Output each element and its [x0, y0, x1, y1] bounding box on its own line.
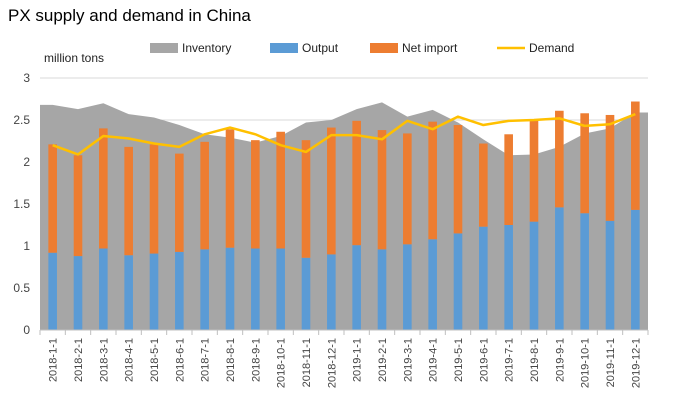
x-tick-label: 2018-8-1	[225, 338, 237, 382]
x-tick-label: 2018-12-1	[326, 338, 338, 388]
net-import-bar	[99, 128, 108, 249]
x-tick-label: 2018-6-1	[174, 338, 186, 382]
demand-line	[52, 112, 636, 156]
x-tick-label: 2019-4-1	[428, 338, 440, 382]
inventory-legend-label: Inventory	[182, 41, 231, 55]
x-tick-label: 2018-7-1	[200, 338, 212, 382]
x-tick-label: 2019-1-1	[352, 338, 364, 382]
net-import-bar	[251, 140, 260, 249]
net-import-bar	[175, 153, 184, 252]
output-bar	[200, 249, 209, 330]
output-legend-label: Output	[302, 41, 339, 55]
output-bar	[428, 239, 437, 330]
x-tick-label: 2018-5-1	[149, 338, 161, 382]
output-bar	[301, 257, 311, 330]
x-tick-label: 2018-3-1	[98, 338, 110, 382]
net-import-bar	[327, 127, 336, 255]
x-tick-label: 2018-4-1	[124, 338, 136, 382]
output-bar	[352, 245, 361, 330]
net-import-bar	[352, 120, 361, 246]
output-bar	[377, 249, 387, 330]
y-tick-label: 0	[23, 323, 30, 337]
output-bar	[276, 248, 285, 330]
x-tick-label: 2019-12-1	[630, 338, 642, 388]
legend: Inventory Output Net import Demand	[150, 41, 574, 55]
axis-layer: 0 0.5 1 1.5 2 2.5 3 2018-1-1 2018-2-1 2018-3-1 201…	[13, 71, 649, 388]
output-bar	[631, 209, 640, 330]
x-tick-label: 2018-10-1	[276, 338, 288, 388]
x-tick-label: 2019-2-1	[377, 338, 389, 382]
inventory-area-layer	[40, 102, 648, 330]
inventory-legend-swatch	[150, 43, 178, 53]
net-import-bar	[580, 113, 589, 214]
net-import-bar	[453, 125, 463, 234]
output-bar	[504, 225, 513, 330]
output-bar	[403, 244, 412, 330]
output-bar	[73, 256, 83, 330]
x-tick-label: 2019-9-1	[554, 338, 566, 382]
output-bar	[529, 221, 539, 330]
x-tick-label: 2018-2-1	[73, 338, 85, 382]
y-tick-label: 0.5	[13, 281, 30, 295]
net-import-legend-swatch	[370, 43, 398, 53]
net-import-bar	[48, 144, 57, 253]
net-import-bar	[149, 144, 159, 254]
output-bar	[99, 248, 108, 330]
net-import-bar	[555, 110, 564, 208]
output-bar	[605, 220, 615, 330]
y-axis-unit-label: million tons	[44, 51, 104, 65]
output-bar	[251, 248, 260, 330]
net-import-bar	[504, 134, 513, 225]
y-tick-label: 1	[23, 239, 30, 253]
x-tick-label: 2019-8-1	[529, 338, 541, 382]
x-tick-label: 2019-7-1	[504, 338, 516, 382]
output-bar	[149, 253, 159, 330]
net-import-bar	[276, 131, 285, 249]
inventory-area	[40, 102, 648, 330]
net-import-bar	[301, 140, 311, 258]
y-tick-label: 2	[23, 155, 30, 169]
demand-line-layer	[52, 112, 636, 156]
net-import-bar	[479, 143, 488, 227]
x-tick-label: 2019-3-1	[402, 338, 414, 382]
demand-legend-label: Demand	[529, 41, 574, 55]
net-import-bar	[631, 101, 640, 210]
net-import-bar	[428, 121, 437, 240]
net-import-bar	[225, 129, 235, 248]
output-bar	[124, 255, 133, 330]
net-import-bar	[403, 133, 412, 245]
net-import-bar	[73, 155, 83, 257]
net-import-bar	[200, 141, 209, 250]
x-tick-label: 2018-9-1	[250, 338, 262, 382]
output-bar	[225, 247, 235, 330]
x-tick-label: 2018-11-1	[301, 338, 313, 387]
y-tick-label: 1.5	[13, 197, 30, 211]
bar-layer	[48, 101, 640, 330]
output-bar	[555, 207, 564, 330]
output-bar	[48, 252, 57, 330]
output-bar	[453, 233, 463, 330]
x-tick-label: 2019-6-1	[478, 338, 490, 382]
y-tick-label: 3	[23, 71, 30, 85]
net-import-legend-label: Net import	[402, 41, 458, 55]
chart-title: PX supply and demand in China	[8, 6, 251, 25]
output-bar	[175, 251, 184, 330]
y-tick-label: 2.5	[13, 113, 30, 127]
output-bar	[479, 226, 488, 330]
net-import-bar	[124, 146, 133, 256]
output-bar	[580, 213, 589, 330]
x-tick-label: 2018-1-1	[48, 338, 60, 382]
net-import-bar	[377, 130, 387, 250]
output-bar	[327, 254, 336, 330]
output-legend-swatch	[270, 43, 298, 53]
x-tick-label: 2019-11-1	[605, 338, 617, 387]
net-import-bar	[605, 114, 615, 221]
net-import-bar	[529, 120, 539, 222]
x-tick-label: 2019-5-1	[453, 338, 465, 382]
x-tick-label: 2019-10-1	[580, 338, 592, 388]
